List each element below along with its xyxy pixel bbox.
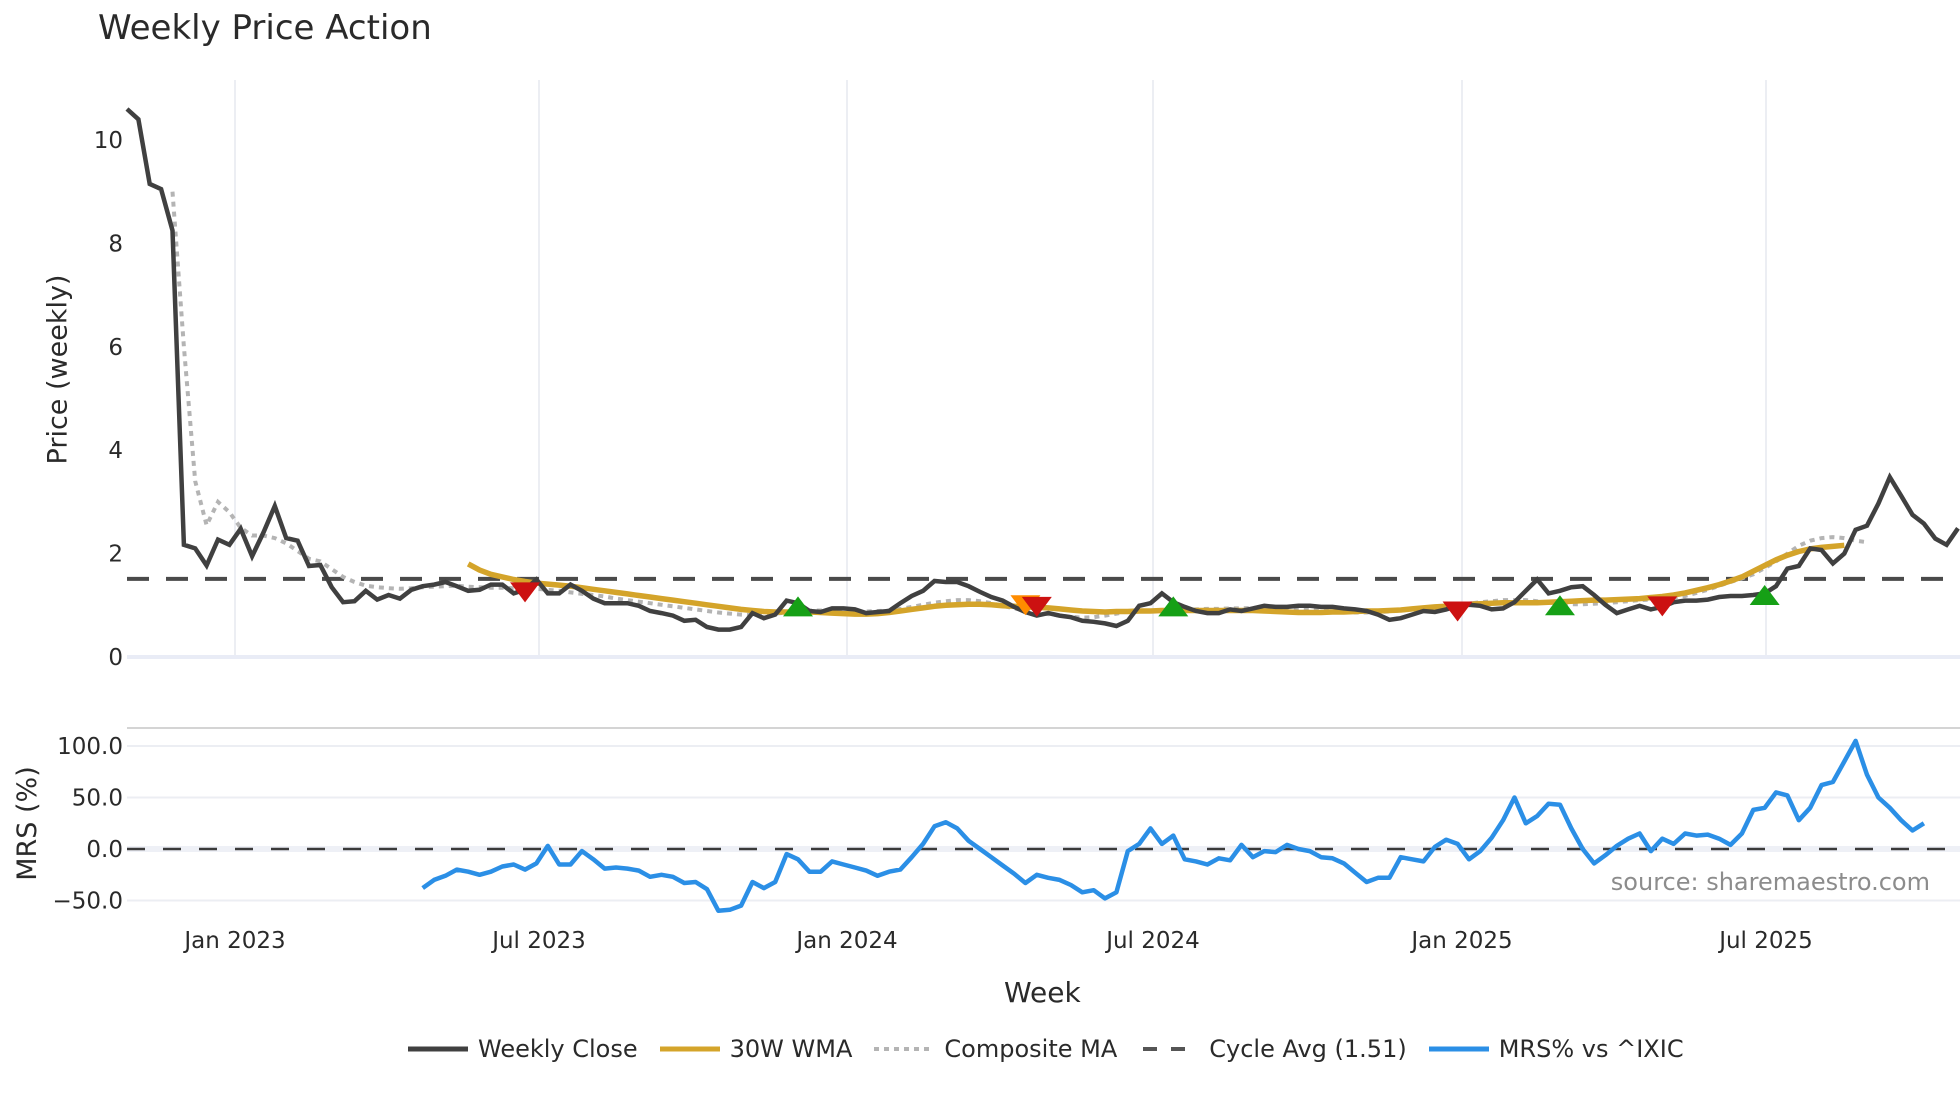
sell-signal-triangle-down-icon <box>510 582 541 603</box>
y-tick-label: 100.0 <box>57 734 123 760</box>
x-tick-label: Jul 2025 <box>1717 928 1813 954</box>
solid-line-icon <box>659 1046 720 1052</box>
legend-label: 30W WMA <box>729 1035 853 1063</box>
legend-label: Cycle Avg (1.51) <box>1209 1035 1407 1063</box>
x-tick-label: Jul 2024 <box>1104 928 1200 954</box>
legend-item-mrs[interactable]: MRS% vs ^IXIC <box>1428 1035 1684 1063</box>
sell-signal-triangle-down-icon <box>1021 596 1052 617</box>
mrs-line <box>421 738 1926 914</box>
price-axis-title: Price (weekly) <box>42 274 74 465</box>
x-axis: Jan 2023 Jul 2023 Jan 2024 Jul 2024 Jan 2025… <box>182 928 1812 954</box>
x-axis-title: Week <box>1004 976 1081 1009</box>
chart-title: Weekly Price Action <box>98 8 432 48</box>
dotted-line-icon <box>874 1047 935 1051</box>
mrs-y-axis: −50.0 0.0 50.0 100.0 <box>53 734 123 915</box>
signal-markers <box>510 582 1780 622</box>
legend-label: Composite MA <box>944 1035 1118 1063</box>
series-layer <box>125 107 1960 914</box>
source-note: source: sharemaestro.com <box>1611 868 1930 896</box>
legend-item-weekly-close[interactable]: Weekly Close <box>408 1035 638 1063</box>
y-tick-label: 0.0 <box>86 837 123 863</box>
buy-signal-triangle-up-icon <box>1158 596 1189 617</box>
x-tick-label: Jan 2024 <box>794 928 897 954</box>
y-tick-label: 8 <box>108 231 123 257</box>
composite-ma-line <box>170 191 1868 620</box>
buy-signal-triangle-up-icon <box>782 596 813 617</box>
buy-signal-triangle-up-icon <box>1544 595 1575 616</box>
solid-line-icon <box>1428 1046 1489 1052</box>
dashed-line-icon <box>1143 1047 1200 1051</box>
legend-item-cycle-avg[interactable]: Cycle Avg (1.51) <box>1139 1035 1407 1063</box>
legend-item-composite-ma[interactable]: Composite MA <box>874 1035 1117 1063</box>
sell-signal-triangle-down-icon <box>1647 596 1678 617</box>
solid-line-icon <box>408 1046 468 1052</box>
x-tick-label: Jul 2023 <box>490 928 586 954</box>
price-y-axis: 0 2 4 6 8 10 <box>94 128 123 671</box>
y-tick-label: 10 <box>94 128 123 154</box>
weekly-close-line <box>125 107 1960 632</box>
y-tick-label: 2 <box>108 542 123 568</box>
legend: Weekly Close 30W WMA Composite MA Cycle … <box>408 1035 1706 1063</box>
mrs-axis-title: MRS (%) <box>11 766 43 881</box>
x-tick-label: Jan 2023 <box>182 928 285 954</box>
wma-line <box>466 542 1845 617</box>
legend-item-30w-wma[interactable]: 30W WMA <box>659 1035 853 1063</box>
y-tick-label: 0 <box>108 645 123 671</box>
sell-signal-triangle-down-icon <box>1442 601 1473 622</box>
y-tick-label: −50.0 <box>53 889 123 915</box>
legend-label: MRS% vs ^IXIC <box>1498 1035 1684 1063</box>
x-tick-label: Jan 2025 <box>1409 928 1512 954</box>
gridlines <box>127 80 1960 902</box>
y-tick-label: 50.0 <box>72 786 123 812</box>
buy-signal-triangle-up-icon <box>1749 584 1780 605</box>
y-tick-label: 6 <box>108 335 123 361</box>
legend-label: Weekly Close <box>478 1035 638 1063</box>
y-tick-label: 4 <box>108 438 123 464</box>
